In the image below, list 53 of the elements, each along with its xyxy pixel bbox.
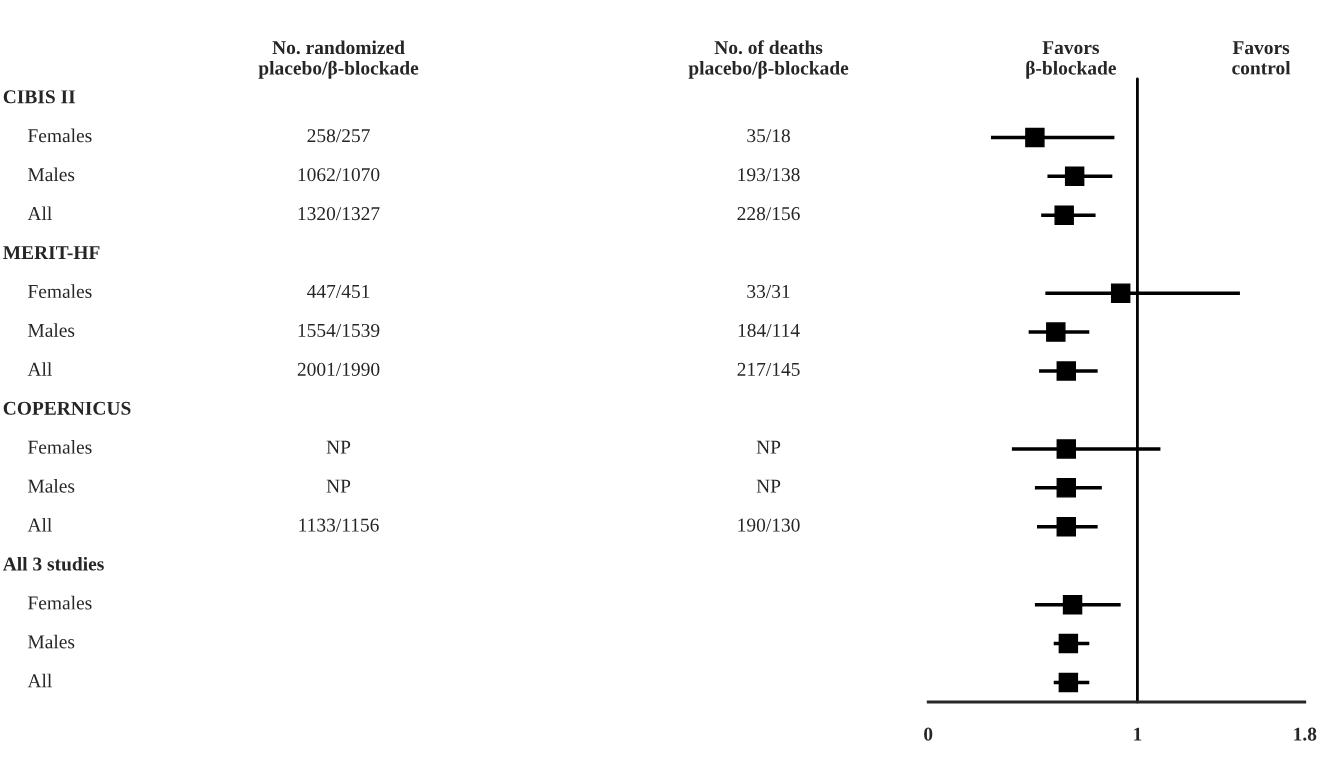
category-label: No. of deaths placebo/β-blockade [688, 40, 849, 79]
text: 258/257 [307, 129, 370, 143]
category-label: CIBIS II [3, 90, 76, 104]
text: NP [756, 479, 781, 493]
text: 447/451 [307, 285, 370, 299]
point [1062, 594, 1083, 615]
point [1058, 633, 1079, 654]
text: NP [326, 440, 351, 454]
point [1058, 672, 1079, 693]
point [1056, 439, 1077, 459]
text: 33/31 [747, 284, 790, 299]
point [1064, 166, 1085, 187]
x-tick-label: 1 [1134, 727, 1142, 741]
text: NP [756, 440, 781, 454]
text: 217/145 [737, 362, 800, 376]
text: NP [326, 479, 351, 493]
x-tick-label: 0 [924, 727, 933, 741]
x-tick-label: 1.8 [1294, 727, 1317, 741]
text: 184/114 [738, 323, 800, 337]
category-label: All [27, 517, 52, 532]
point [1054, 205, 1074, 226]
category-label: Males [28, 323, 75, 337]
category-label: All [27, 362, 52, 376]
category-label: MERIT-HF [3, 246, 100, 259]
category-label: COPERNICUS [3, 401, 131, 415]
category-label: Males [28, 634, 75, 649]
category-label: Females [28, 284, 92, 299]
text: 190/130 [738, 518, 800, 532]
category-label: All 3 studies [2, 556, 104, 571]
text: 193/138 [738, 168, 800, 182]
category-label: Females [28, 440, 92, 454]
text: Favors control [1232, 41, 1291, 75]
point [1110, 283, 1131, 303]
text: 1062/1070 [298, 168, 380, 182]
text: Favors β-blockade [1026, 41, 1116, 79]
category-label: Females [28, 128, 92, 143]
category-label: All [27, 206, 52, 220]
text: 1133/1156 [299, 518, 379, 532]
point [1056, 517, 1077, 537]
point [1046, 322, 1066, 342]
text: 1320/1327 [298, 207, 380, 221]
category-label: No. randomized placebo/β-blockade [258, 40, 419, 79]
category-label: Males [28, 479, 75, 493]
point [1056, 361, 1077, 381]
text: 1554/1539 [298, 323, 380, 337]
point [1056, 478, 1077, 498]
text: 228/156 [737, 207, 800, 221]
text: 35/18 [747, 129, 790, 143]
category-label: All [27, 673, 52, 688]
point [1025, 127, 1045, 148]
text: 2001/1990 [297, 362, 380, 376]
category-label: Females [28, 595, 92, 610]
category-label: Males [28, 167, 75, 182]
